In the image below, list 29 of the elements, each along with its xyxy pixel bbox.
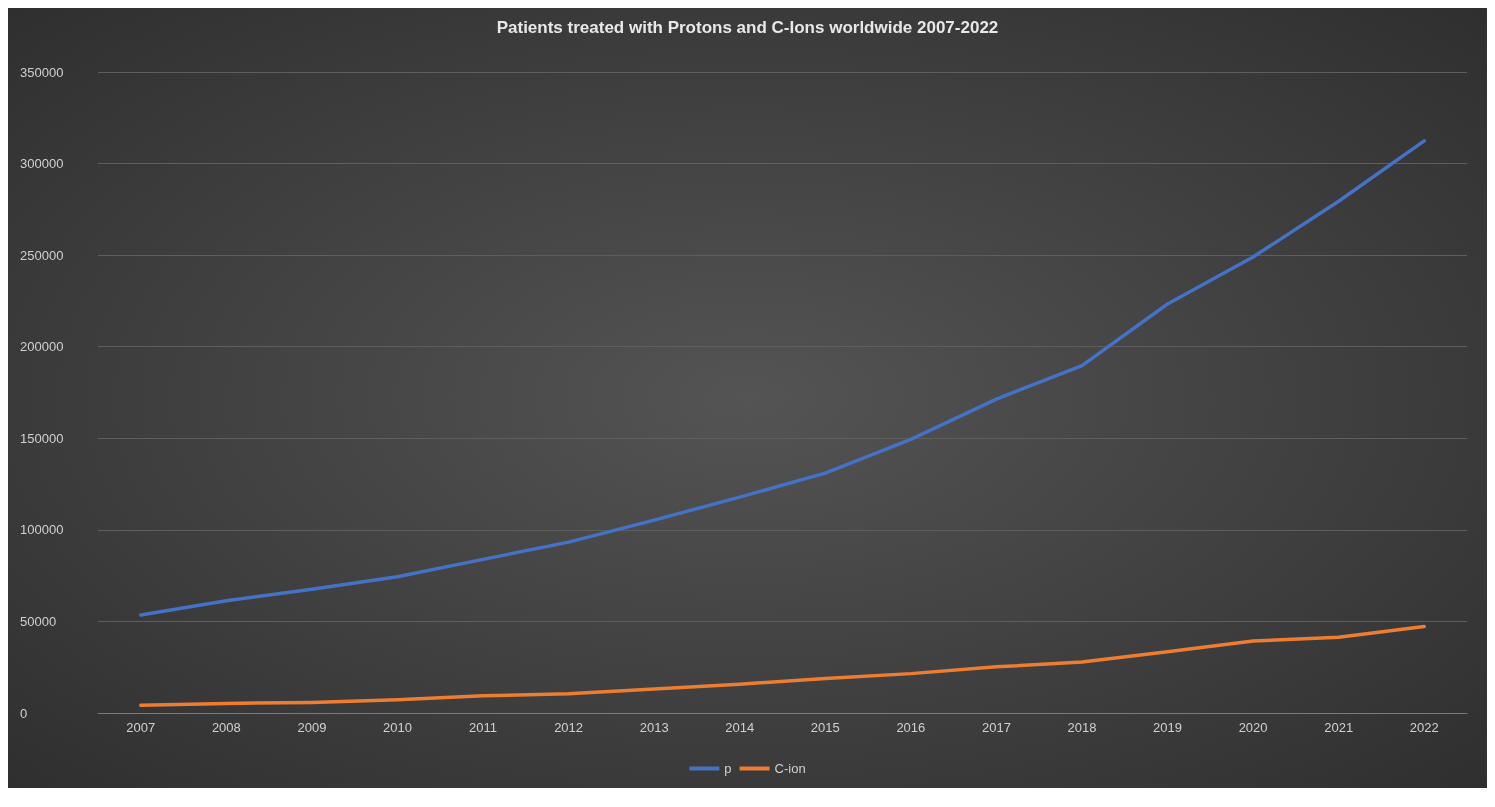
line-series — [139, 139, 1426, 617]
x-tick-label: 2007 — [126, 720, 156, 735]
chart-title: Patients treated with Protons and C-Ions worldwide 2007-2022 — [496, 18, 999, 37]
y-tick-label: 50000 — [20, 613, 57, 629]
legend-label: p — [724, 761, 732, 776]
x-tick-label: 2022 — [1409, 720, 1439, 735]
y-tick-label: 150000 — [20, 430, 64, 446]
y-tick-label: 200000 — [20, 339, 64, 355]
x-tick-label: 2018 — [1067, 720, 1097, 735]
x-tick-label: 2013 — [639, 720, 669, 735]
y-tick-label: 250000 — [20, 247, 64, 263]
x-tick-label: 2021 — [1324, 720, 1354, 735]
x-tick-label: 2009 — [297, 720, 327, 735]
line-series — [139, 624, 1426, 708]
y-tick-label: 0 — [20, 705, 28, 721]
x-tick-label: 2012 — [554, 720, 584, 735]
y-tick-label: 300000 — [20, 156, 64, 172]
x-tick-label: 2014 — [725, 720, 755, 735]
x-tick-label: 2019 — [1153, 720, 1182, 735]
y-tick-label: 100000 — [20, 522, 64, 538]
x-tick-label: 2008 — [211, 720, 241, 735]
x-tick-label: 2011 — [469, 720, 498, 735]
x-tick-label: 2020 — [1238, 720, 1268, 735]
x-tick-label: 2016 — [896, 720, 926, 735]
x-tick-label: 2015 — [810, 720, 840, 735]
x-tick-label: 2010 — [383, 720, 412, 735]
legend-label: C-ion — [774, 761, 806, 776]
x-tick-label: 2017 — [981, 720, 1011, 735]
y-tick-label: 350000 — [20, 64, 64, 80]
